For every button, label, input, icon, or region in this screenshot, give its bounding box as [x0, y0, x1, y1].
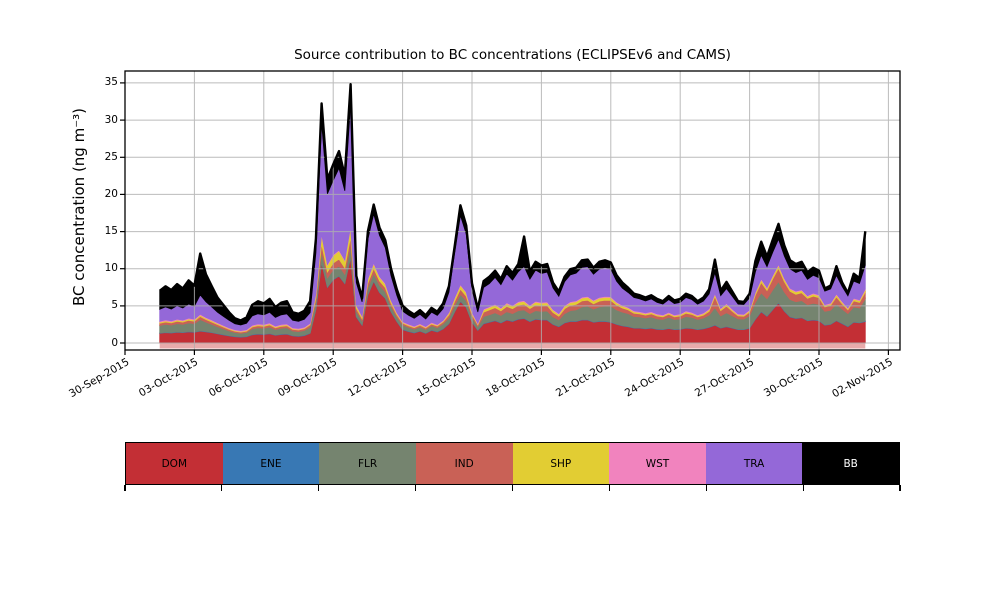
legend: DOM ENE FLR IND SHP WST TRA BB — [125, 442, 900, 485]
y-tick-label: 20 — [104, 187, 118, 200]
legend-tick-mark — [899, 485, 901, 491]
legend-item-dom: DOM — [126, 443, 223, 484]
legend-item-flr: FLR — [319, 443, 416, 484]
legend-item-wst: WST — [609, 443, 706, 484]
legend-item-tra: TRA — [705, 443, 803, 484]
legend-tick-mark — [124, 485, 126, 491]
y-tick-label: 35 — [104, 76, 118, 89]
legend-tick-mark — [705, 485, 707, 491]
legend-item-ene: ENE — [222, 443, 320, 484]
legend-item-label: BB — [843, 457, 858, 470]
legend-tick-mark — [221, 485, 223, 491]
legend-item-label: ENE — [260, 457, 282, 470]
chart-title: Source contribution to BC concentrations… — [294, 47, 731, 63]
legend-tick-mark — [802, 485, 804, 491]
y-tick-label: 15 — [104, 225, 118, 238]
legend-item-ind: IND — [415, 443, 513, 484]
legend-tick-mark — [608, 485, 610, 491]
legend-item-label: TRA — [743, 457, 765, 470]
legend-item-label: SHP — [550, 457, 572, 470]
legend-tick-mark — [415, 485, 417, 491]
y-tick-label: 0 — [111, 336, 118, 349]
y-tick-label: 5 — [111, 299, 118, 312]
y-tick-label: 25 — [104, 150, 118, 163]
legend-item-label: FLR — [357, 457, 378, 470]
legend-item-shp: SHP — [512, 443, 610, 484]
y-tick-label: 30 — [104, 113, 118, 126]
legend-item-label: DOM — [161, 457, 188, 470]
y-tick-label: 10 — [104, 262, 118, 275]
legend-item-label: IND — [454, 457, 474, 470]
legend-tick-mark — [318, 485, 320, 491]
legend-item-bb: BB — [802, 443, 899, 484]
legend-item-label: WST — [645, 457, 670, 470]
legend-tick-mark — [511, 485, 514, 491]
